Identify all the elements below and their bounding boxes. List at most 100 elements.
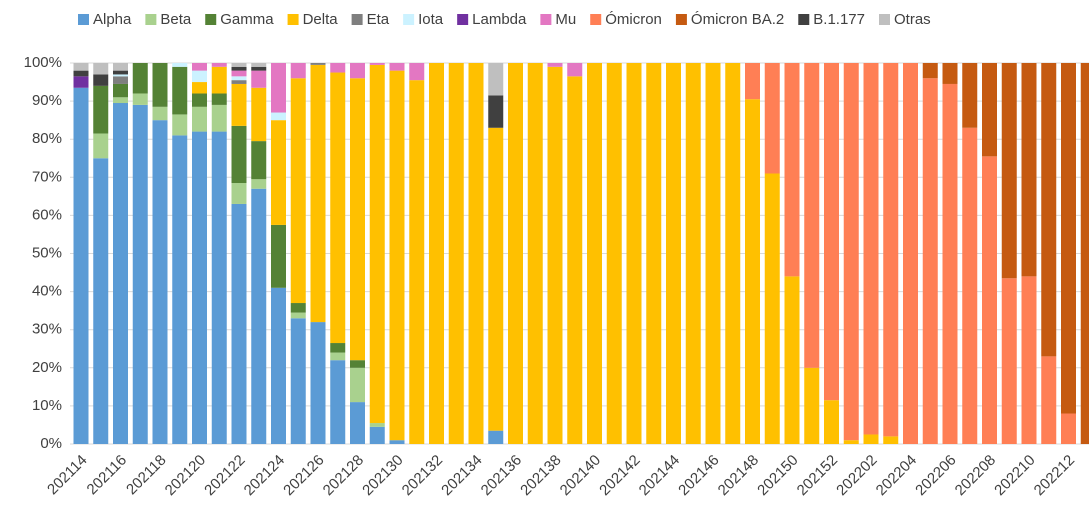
bar-segment	[725, 63, 741, 444]
bar-segment	[330, 63, 346, 73]
legend-label: Iota	[418, 11, 444, 28]
bar-segment	[369, 426, 385, 444]
bar-segment	[488, 127, 504, 431]
legend-label: Beta	[160, 11, 192, 28]
bar-segment	[251, 87, 267, 142]
bar-segment	[73, 63, 89, 71]
y-tick-label: 20%	[32, 359, 62, 376]
bar-segment	[666, 63, 681, 444]
x-tick-label: 202114	[44, 452, 91, 499]
bar-segment	[350, 78, 365, 361]
bar-segment	[132, 63, 148, 94]
bar-segment	[1041, 63, 1057, 357]
bar-segment	[93, 85, 109, 134]
bar-segment	[132, 104, 148, 444]
bar-segment	[290, 63, 306, 79]
legend-label: Gamma	[220, 11, 274, 28]
bar-segment	[389, 63, 405, 71]
y-tick-label: 10%	[32, 397, 62, 414]
bar-segment	[883, 63, 899, 437]
bar-segment	[369, 423, 385, 427]
legend-label: Ómicron BA.2	[691, 11, 784, 28]
bar-segment	[113, 83, 128, 98]
bar-segment	[231, 183, 247, 204]
bar-segment	[310, 322, 326, 444]
bar-segment	[646, 63, 662, 444]
bar-segment	[113, 103, 128, 444]
legend-label: B.1.177	[813, 11, 865, 28]
legend-label: Ómicron	[605, 11, 662, 28]
bar-segment	[271, 287, 286, 444]
bar-segment	[843, 63, 859, 441]
bar-segment	[93, 133, 109, 159]
bar-segment	[824, 400, 839, 444]
x-tick-label: 202142	[596, 452, 643, 499]
y-tick-label: 0%	[40, 435, 62, 452]
x-tick-label: 202146	[675, 452, 722, 499]
bar-segment	[488, 63, 504, 96]
bar-segment	[685, 63, 701, 444]
x-tick-label: 202134	[438, 452, 485, 499]
bar-segment	[863, 63, 879, 435]
bar-segment	[804, 367, 820, 444]
bar-segment	[468, 63, 484, 444]
bar-segment	[251, 66, 267, 71]
bar-segment	[409, 63, 425, 81]
bar-segment	[192, 93, 207, 107]
bar-segment	[547, 66, 563, 444]
bar-segment	[172, 66, 188, 115]
bar-segment	[1080, 63, 1089, 444]
bar-segment	[843, 440, 859, 444]
bar-segment	[192, 106, 207, 132]
bar-segment	[113, 74, 128, 77]
bar-segment	[113, 63, 128, 71]
bar-segment	[567, 76, 583, 445]
bar-segment	[982, 63, 997, 157]
bar-segment	[942, 83, 958, 444]
bar-segment	[784, 276, 800, 444]
legend-label: Lambda	[472, 11, 527, 28]
legend-swatch	[145, 14, 157, 25]
legend-swatch	[590, 14, 602, 25]
bar-segment	[1061, 413, 1076, 444]
bar-segment	[231, 80, 247, 84]
bar-segment	[330, 360, 346, 444]
bar-segment	[152, 120, 168, 445]
bar-segment	[152, 106, 168, 121]
legend-swatch	[798, 14, 810, 25]
bar-segment	[310, 63, 326, 65]
bar-segment	[350, 402, 365, 444]
x-tick-label: 202120	[162, 452, 209, 499]
bar-segment	[271, 63, 286, 113]
y-tick-label: 80%	[32, 130, 62, 147]
bar-segment	[211, 93, 227, 105]
bar-segment	[1061, 63, 1076, 414]
bar-segment	[369, 63, 385, 65]
bar-segment	[942, 63, 958, 84]
bar-segment	[172, 114, 188, 136]
bar-segment	[567, 63, 583, 77]
bar-segment	[192, 82, 207, 94]
bar-segment	[310, 64, 326, 323]
bar-segment	[922, 78, 938, 445]
bar-segment	[290, 318, 306, 444]
bar-segment	[1041, 356, 1057, 444]
bar-segment	[211, 63, 227, 67]
bar-segment	[132, 93, 148, 105]
y-tick-label: 90%	[32, 92, 62, 109]
x-tick-label: 202128	[320, 452, 367, 499]
x-tick-label: 202204	[873, 452, 920, 499]
y-tick-label: 50%	[32, 244, 62, 261]
x-tick-label: 202124	[241, 452, 288, 499]
legend-label: Alpha	[93, 11, 132, 28]
legend-label: Delta	[303, 11, 339, 28]
bar-segment	[231, 125, 247, 184]
bar-segment	[271, 120, 286, 225]
bar-segment	[784, 63, 800, 277]
bar-segment	[1021, 63, 1037, 277]
x-tick-label: 202202	[833, 452, 880, 499]
bar-segment	[73, 76, 89, 88]
bar-segment	[764, 63, 780, 174]
bar-segment	[350, 367, 365, 403]
